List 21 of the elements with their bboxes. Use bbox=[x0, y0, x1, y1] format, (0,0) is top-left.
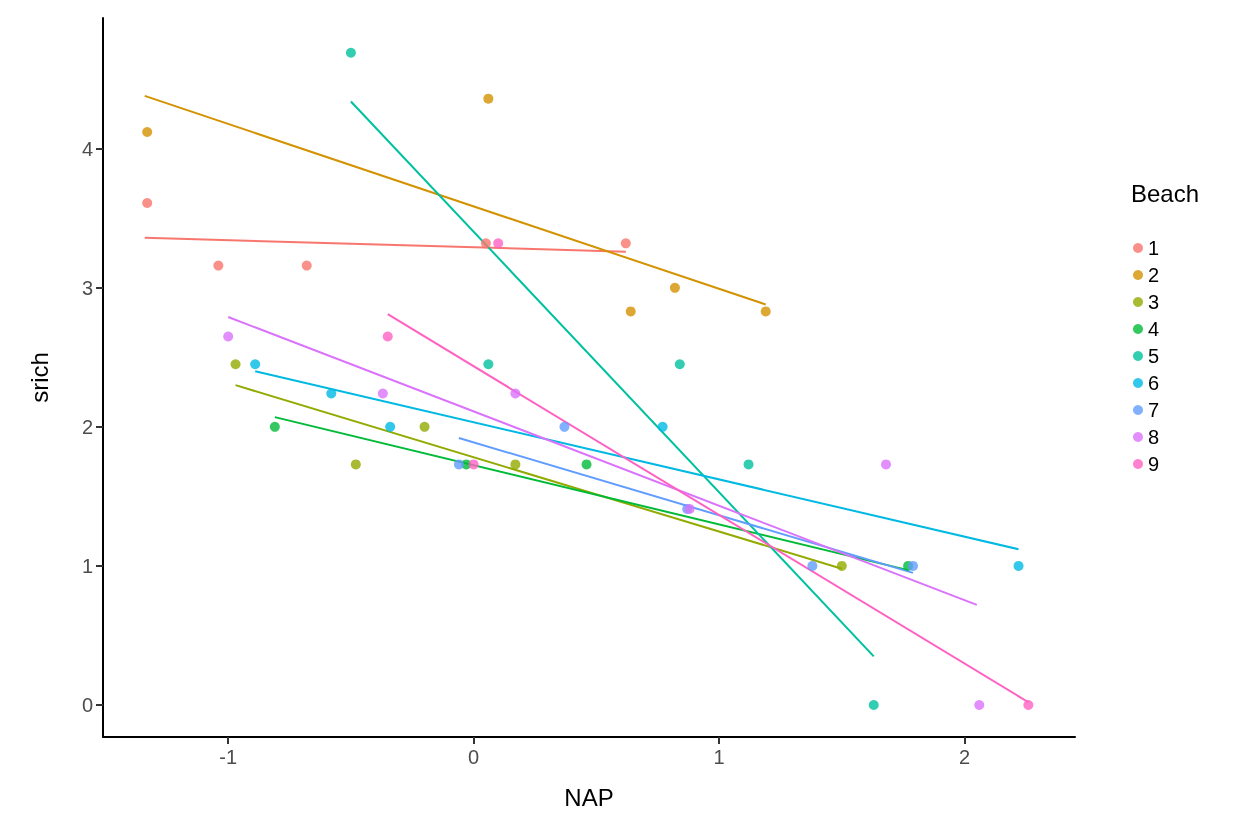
x-tick-label: 2 bbox=[958, 746, 971, 768]
y-tick-label: 1 bbox=[81, 554, 93, 577]
legend-label: 1 bbox=[1148, 237, 1160, 259]
y-tick-label: 2 bbox=[81, 415, 93, 438]
y-tick-label: 0 bbox=[81, 694, 93, 717]
y-tick-label: 4 bbox=[81, 137, 93, 160]
legend-label: 3 bbox=[1148, 291, 1160, 313]
x-tick-label: -1 bbox=[219, 746, 238, 768]
legend-label: 8 bbox=[1148, 426, 1160, 448]
x-tick-label: 0 bbox=[468, 746, 480, 768]
legend-title: Beach bbox=[1131, 179, 1200, 207]
legend-label: 4 bbox=[1148, 318, 1160, 340]
legend-label: 7 bbox=[1148, 399, 1160, 421]
legend-label: 9 bbox=[1148, 453, 1160, 475]
y-tick-label: 3 bbox=[81, 276, 93, 299]
legend-label: 2 bbox=[1148, 264, 1160, 286]
x-tick-label: 1 bbox=[713, 746, 725, 768]
y-axis-title: srich bbox=[25, 352, 53, 403]
legend-label: 5 bbox=[1148, 345, 1160, 367]
x-axis-title: NAP bbox=[564, 783, 614, 811]
legend-label: 6 bbox=[1148, 372, 1160, 394]
